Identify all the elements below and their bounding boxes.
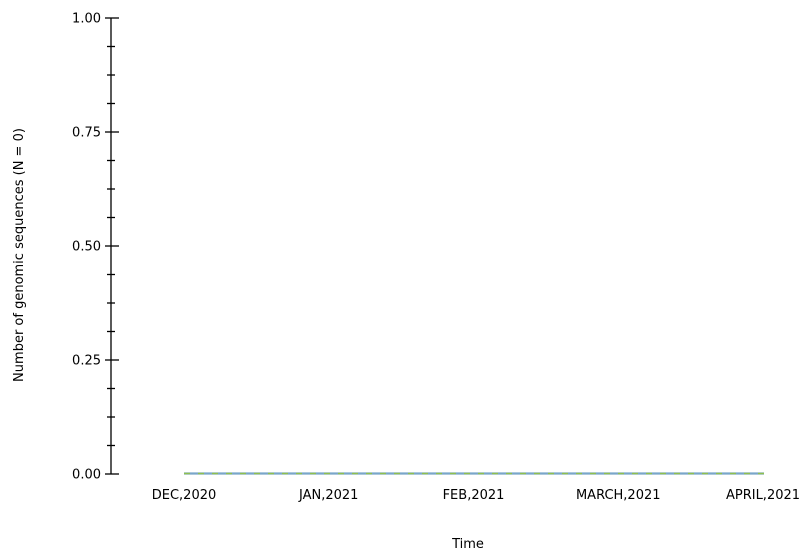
x-tick-label: MARCH,2021 xyxy=(576,488,661,503)
y-tick-label: 0.00 xyxy=(72,468,101,483)
x-axis-title: Time xyxy=(451,537,484,552)
x-axis: DEC,2020 JAN,2021 FEB,2021 MARCH,2021 APRIL,… xyxy=(152,488,800,503)
y-axis-title: Number of genomic sequences (N = 0) xyxy=(12,128,27,382)
y-tick-label: 0.50 xyxy=(72,240,101,255)
y-tick-label: 1.00 xyxy=(72,12,101,27)
x-tick-label: DEC,2020 xyxy=(152,488,217,503)
x-tick-label: JAN,2021 xyxy=(298,488,358,503)
y-axis: 0.00 0.25 0.50 0.75 1.00 xyxy=(72,12,119,483)
y-tick-label: 0.25 xyxy=(72,354,101,369)
y-tick-label: 0.75 xyxy=(72,126,101,141)
x-tick-label: APRIL,2021 xyxy=(726,488,800,503)
x-tick-label: FEB,2021 xyxy=(443,488,505,503)
